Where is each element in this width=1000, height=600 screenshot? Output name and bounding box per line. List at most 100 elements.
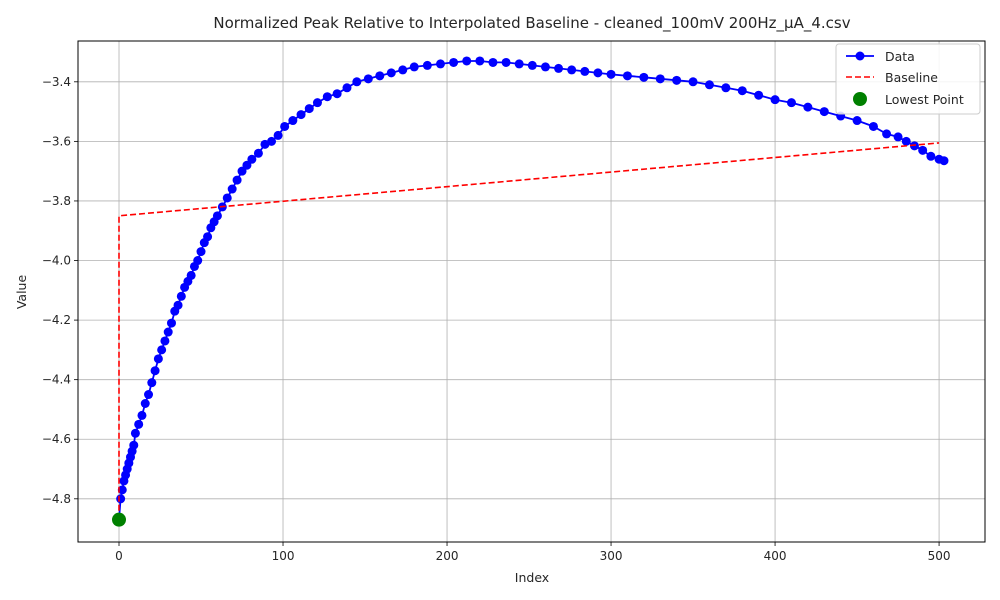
y-axis-label: Value [14,275,29,310]
data-point [212,211,222,221]
y-tick-label: −4.4 [42,373,71,387]
data-point [227,184,237,194]
baseline-series-line [118,142,940,520]
data-point [868,121,878,131]
lowest-point-marker [112,512,127,527]
data-point [375,71,385,81]
data-point [247,154,257,164]
data-point [527,60,537,70]
data-point [288,116,298,126]
y-tick-label: −3.6 [42,134,71,148]
data-point [386,68,396,78]
legend-data-label: Data [885,49,915,64]
data-point [639,72,649,82]
data-point [304,104,314,114]
x-tick-label: 200 [436,549,459,563]
data-point [852,116,862,126]
data-point [280,121,290,131]
data-point [882,129,892,139]
plot-frame [77,40,986,543]
data-point [554,63,564,73]
x-tick-label: 400 [764,549,787,563]
data-point [130,428,140,438]
legend-data-marker [855,51,865,61]
data-point [580,66,590,76]
y-tick-label: −4.2 [42,313,71,327]
data-point [363,74,373,84]
data-point [147,378,157,388]
data-point [786,98,796,108]
x-tick-label: 100 [272,549,295,563]
data-point [819,107,829,117]
data-point [117,485,127,495]
data-point [137,410,147,420]
data-point [322,92,332,102]
data-point [918,145,928,155]
legend-box [835,43,981,115]
data-point [501,57,511,67]
data-point [163,327,173,337]
data-point [893,132,903,142]
y-tick-label: −4.0 [42,254,71,268]
data-point [540,62,550,72]
x-axis-label: Index [515,570,549,585]
data-point [153,354,163,364]
x-tick-label: 500 [928,549,951,563]
grid-layer [78,41,985,542]
data-point [134,419,144,429]
data-point [939,156,949,166]
y-tick-label: −3.4 [42,75,71,89]
data-point [435,59,445,69]
data-point [593,68,603,78]
x-tick-label: 300 [600,549,623,563]
legend-lowest-label: Lowest Point [885,92,964,107]
data-point [144,390,154,400]
data-point [296,110,306,120]
data-point [688,77,698,87]
tick-layer: 0 100 200 300 400 500 −4.8 −4.6 −4.4 −4.2 −4.0 −3.8… [42,75,951,563]
data-point [488,57,498,67]
data-point [222,193,232,203]
y-tick-label: −4.6 [42,432,71,446]
data-point [267,136,277,146]
data-point [140,398,150,408]
data-point [150,366,160,376]
data-point [203,232,213,242]
data-point [704,80,714,90]
data-point [129,440,139,450]
data-point [754,90,764,100]
data-point [475,56,485,66]
chart-title: Normalized Peak Relative to Interpolated… [213,14,850,33]
data-point [462,56,472,66]
x-tick-label: 0 [115,549,123,563]
data-point [721,83,731,93]
data-point [196,247,206,257]
data-point [342,83,352,93]
data-point [655,74,665,84]
data-point [186,270,196,280]
data-point [409,62,419,72]
data-point [352,77,362,87]
data-point [166,318,176,328]
data-point [770,95,780,105]
data-point [193,256,203,266]
data-point [672,75,682,85]
data-point [514,59,524,69]
data-point [606,69,616,79]
data-point [567,65,577,75]
data-point [242,160,252,170]
plot-layer [112,56,949,527]
y-tick-label: −4.8 [42,492,71,506]
data-series-line [118,60,945,520]
legend: Data Baseline Lowest Point [835,43,981,115]
data-point [173,300,183,310]
data-point [160,336,170,346]
data-point [232,175,242,185]
data-point [253,148,263,158]
data-point [901,136,911,146]
data-point [398,65,408,75]
data-point [237,166,247,176]
data-point [449,57,459,67]
data-point [312,98,322,108]
